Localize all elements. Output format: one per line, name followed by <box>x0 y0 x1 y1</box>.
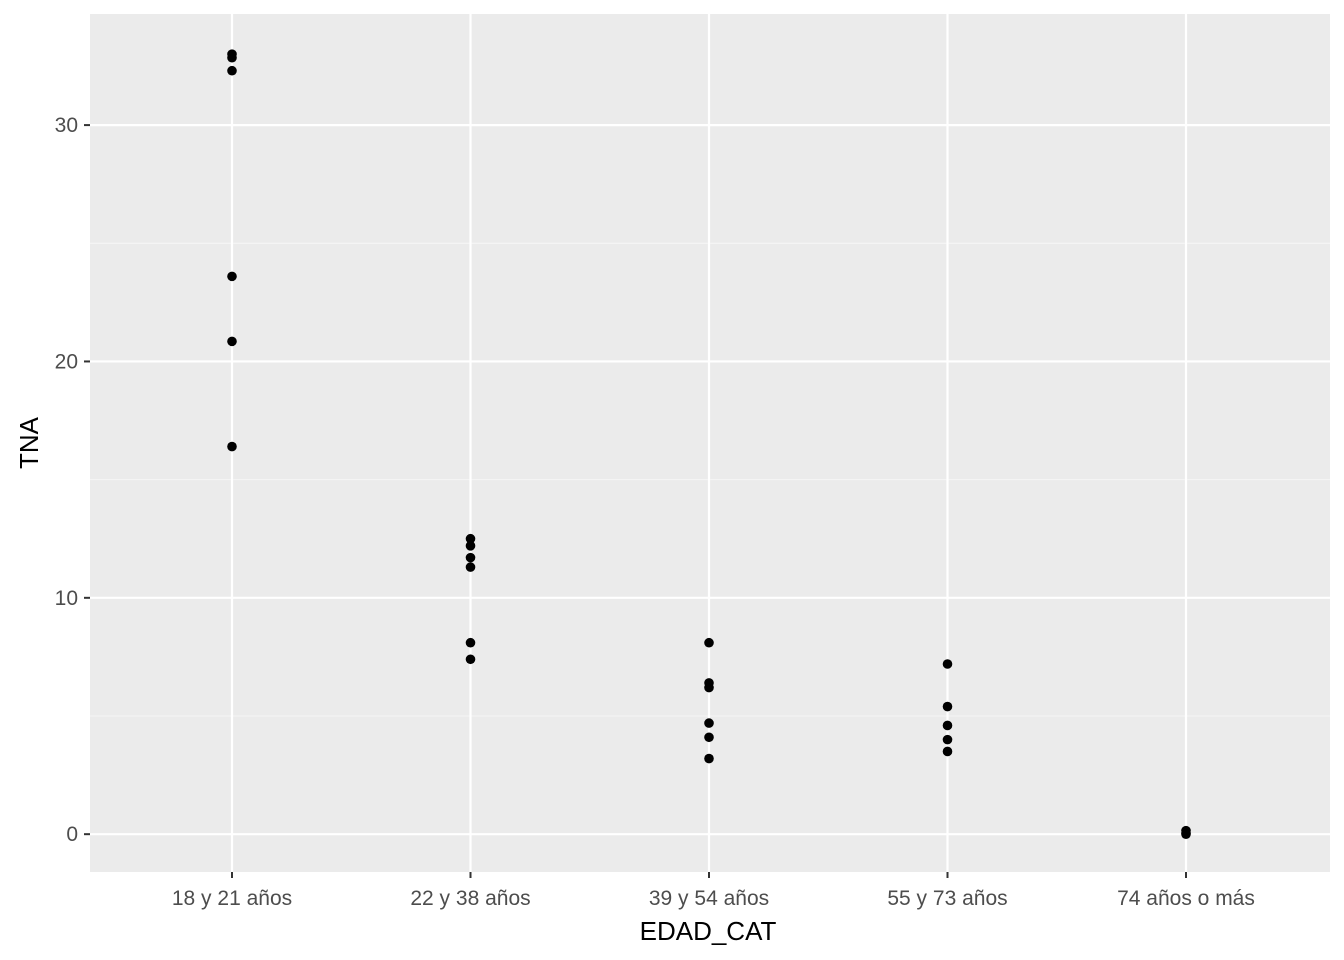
data-point <box>942 734 953 745</box>
data-point <box>704 637 714 648</box>
data-point <box>227 336 237 347</box>
data-point <box>227 52 237 63</box>
x-axis-title: EDAD_CAT <box>640 916 777 946</box>
y-axis: 0 10 20 30 <box>55 114 90 846</box>
x-tick-label: 55 y 73 años <box>887 887 1007 910</box>
data-point <box>465 533 476 544</box>
data-point <box>227 65 237 76</box>
data-point <box>942 701 953 712</box>
x-tick-label: 18 y 21 años <box>172 887 292 910</box>
x-tick-label: 74 años o más <box>1117 887 1255 910</box>
data-point <box>465 562 476 572</box>
data-point <box>227 441 237 452</box>
data-point <box>465 654 476 665</box>
data-point <box>465 552 476 563</box>
data-point <box>704 732 714 743</box>
y-tick-label: 0 <box>66 823 78 846</box>
data-point <box>942 746 953 757</box>
y-tick-label: 20 <box>55 350 78 373</box>
y-axis-title: TNA <box>14 416 44 469</box>
data-point <box>704 682 714 693</box>
data-point <box>227 271 237 282</box>
data-point <box>704 753 714 764</box>
y-tick-label: 10 <box>55 587 78 610</box>
data-point <box>942 659 953 669</box>
data-point <box>704 718 714 728</box>
data-points <box>227 49 1191 839</box>
x-tick-label: 39 y 54 años <box>649 887 769 910</box>
data-point <box>942 720 953 731</box>
data-point <box>465 637 476 648</box>
x-axis: 18 y 21 años 22 y 38 años 39 y 54 años 55 y… <box>172 872 1255 910</box>
x-tick-label: 22 y 38 años <box>410 887 530 910</box>
data-point <box>1181 829 1191 839</box>
data-point <box>465 541 476 551</box>
y-tick-label: 30 <box>55 114 78 137</box>
